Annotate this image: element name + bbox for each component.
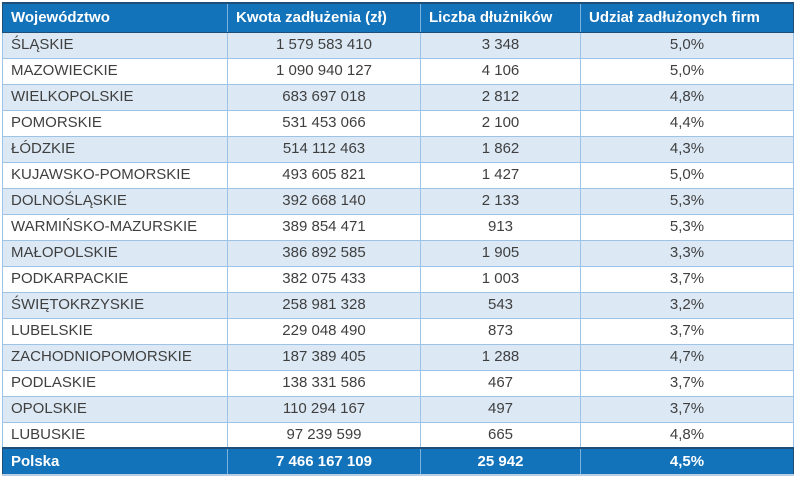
cell-udzial: 4,8% [580,83,794,111]
cell-liczba: 1 288 [420,343,581,371]
table-row: POMORSKIE 531 453 066 2 100 4,4% [2,109,794,137]
table-row: MAZOWIECKIE 1 090 940 127 4 106 5,0% [2,57,794,85]
cell-kwota: 97 239 599 [227,421,421,449]
cell-wojewodztwo: MAZOWIECKIE [2,57,228,85]
cell-liczba: 1 003 [420,265,581,293]
cell-udzial: 3,7% [580,369,794,397]
cell-wojewodztwo: ŁÓDZKIE [2,135,228,163]
cell-liczba: 1 862 [420,135,581,163]
cell-wojewodztwo: PODLASKIE [2,369,228,397]
table-row: OPOLSKIE 110 294 167 497 3,7% [2,395,794,423]
table-row: LUBELSKIE 229 048 490 873 3,7% [2,317,794,345]
cell-kwota: 683 697 018 [227,83,421,111]
cell-liczba: 543 [420,291,581,319]
cell-liczba: 4 106 [420,57,581,85]
footer-cell-liczba: 25 942 [420,447,581,476]
cell-liczba: 497 [420,395,581,423]
cell-kwota: 1 579 583 410 [227,31,421,59]
table-header: Województwo Kwota zadłużenia (zł) Liczba… [2,2,794,33]
cell-liczba: 467 [420,369,581,397]
cell-liczba: 1 905 [420,239,581,267]
footer-cell-udzial: 4,5% [580,447,794,476]
cell-kwota: 386 892 585 [227,239,421,267]
cell-udzial: 5,0% [580,161,794,189]
table-row: DOLNOŚLĄSKIE 392 668 140 2 133 5,3% [2,187,794,215]
cell-liczba: 2 100 [420,109,581,137]
cell-udzial: 3,2% [580,291,794,319]
cell-kwota: 493 605 821 [227,161,421,189]
cell-wojewodztwo: LUBUSKIE [2,421,228,449]
footer-cell-wojewodztwo: Polska [2,447,228,476]
column-header-liczba-dluznikow: Liczba dłużników [420,2,581,33]
table-row: WARMIŃSKO-MAZURSKIE 389 854 471 913 5,3% [2,213,794,241]
cell-wojewodztwo: KUJAWSKO-POMORSKIE [2,161,228,189]
cell-udzial: 4,8% [580,421,794,449]
cell-udzial: 3,7% [580,265,794,293]
table-row: ŚLĄSKIE 1 579 583 410 3 348 5,0% [2,31,794,59]
cell-kwota: 229 048 490 [227,317,421,345]
table-row: KUJAWSKO-POMORSKIE 493 605 821 1 427 5,0% [2,161,794,189]
footer-cell-kwota: 7 466 167 109 [227,447,421,476]
header-row: Województwo Kwota zadłużenia (zł) Liczba… [2,2,794,33]
cell-udzial: 5,3% [580,213,794,241]
cell-liczba: 2 812 [420,83,581,111]
cell-kwota: 187 389 405 [227,343,421,371]
debt-table-container: Województwo Kwota zadłużenia (zł) Liczba… [2,2,794,476]
cell-kwota: 138 331 586 [227,369,421,397]
cell-kwota: 392 668 140 [227,187,421,215]
cell-wojewodztwo: MAŁOPOLSKIE [2,239,228,267]
cell-wojewodztwo: LUBELSKIE [2,317,228,345]
cell-udzial: 5,0% [580,57,794,85]
cell-kwota: 514 112 463 [227,135,421,163]
cell-kwota: 382 075 433 [227,265,421,293]
cell-wojewodztwo: PODKARPACKIE [2,265,228,293]
cell-wojewodztwo: ŚLĄSKIE [2,31,228,59]
column-header-wojewodztwo: Województwo [2,2,228,33]
table-row: PODKARPACKIE 382 075 433 1 003 3,7% [2,265,794,293]
cell-udzial: 3,3% [580,239,794,267]
cell-liczba: 913 [420,213,581,241]
debt-by-voivodeship-table: Województwo Kwota zadłużenia (zł) Liczba… [2,2,794,476]
cell-udzial: 4,7% [580,343,794,371]
cell-liczba: 873 [420,317,581,345]
column-header-udzial-zadluzonych-firm: Udział zadłużonych firm [580,2,794,33]
cell-wojewodztwo: OPOLSKIE [2,395,228,423]
table-row: ŚWIĘTOKRZYSKIE 258 981 328 543 3,2% [2,291,794,319]
cell-kwota: 258 981 328 [227,291,421,319]
footer-row: Polska 7 466 167 109 25 942 4,5% [2,447,794,476]
table-row: ZACHODNIOPOMORSKIE 187 389 405 1 288 4,7% [2,343,794,371]
cell-wojewodztwo: WARMIŃSKO-MAZURSKIE [2,213,228,241]
cell-udzial: 5,3% [580,187,794,215]
cell-wojewodztwo: WIELKOPOLSKIE [2,83,228,111]
cell-udzial: 4,4% [580,109,794,137]
table-row: PODLASKIE 138 331 586 467 3,7% [2,369,794,397]
cell-kwota: 389 854 471 [227,213,421,241]
cell-liczba: 1 427 [420,161,581,189]
table-row: LUBUSKIE 97 239 599 665 4,8% [2,421,794,449]
cell-udzial: 3,7% [580,317,794,345]
table-row: ŁÓDZKIE 514 112 463 1 862 4,3% [2,135,794,163]
cell-liczba: 3 348 [420,31,581,59]
table-row: MAŁOPOLSKIE 386 892 585 1 905 3,3% [2,239,794,267]
cell-wojewodztwo: ŚWIĘTOKRZYSKIE [2,291,228,319]
table-body: ŚLĄSKIE 1 579 583 410 3 348 5,0% MAZOWIECKIE… [2,31,794,449]
cell-wojewodztwo: ZACHODNIOPOMORSKIE [2,343,228,371]
cell-udzial: 5,0% [580,31,794,59]
cell-wojewodztwo: POMORSKIE [2,109,228,137]
cell-kwota: 110 294 167 [227,395,421,423]
table-footer: Polska 7 466 167 109 25 942 4,5% [2,447,794,476]
cell-udzial: 3,7% [580,395,794,423]
cell-liczba: 2 133 [420,187,581,215]
table-row: WIELKOPOLSKIE 683 697 018 2 812 4,8% [2,83,794,111]
column-header-kwota-zadluzenia: Kwota zadłużenia (zł) [227,2,421,33]
cell-kwota: 531 453 066 [227,109,421,137]
cell-udzial: 4,3% [580,135,794,163]
cell-kwota: 1 090 940 127 [227,57,421,85]
cell-liczba: 665 [420,421,581,449]
cell-wojewodztwo: DOLNOŚLĄSKIE [2,187,228,215]
